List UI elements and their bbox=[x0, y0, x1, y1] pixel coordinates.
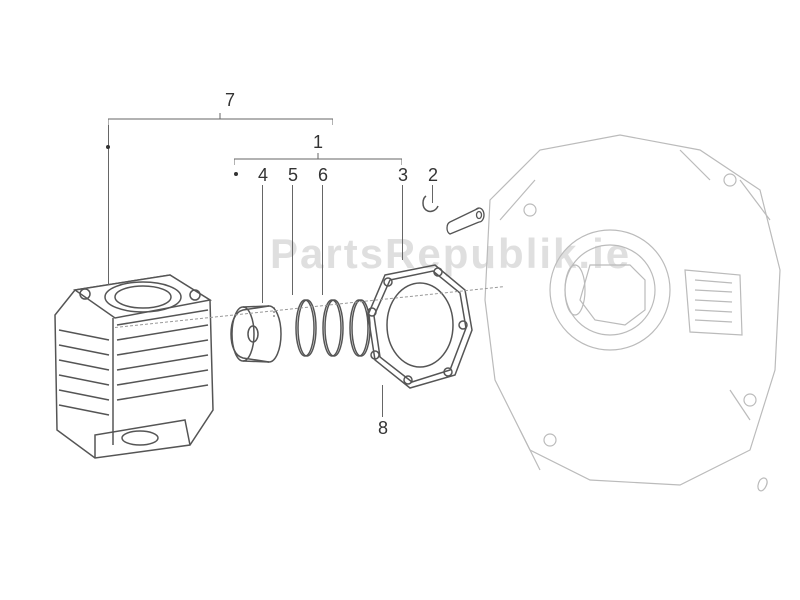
callout-7: 7 bbox=[225, 90, 235, 111]
diagram-container: PartsRepublik.ie bbox=[0, 0, 800, 600]
gasket bbox=[360, 260, 480, 400]
piston-ring-3 bbox=[347, 297, 375, 359]
dot-4 bbox=[234, 172, 238, 176]
leader-4 bbox=[262, 185, 263, 303]
circlip bbox=[420, 192, 442, 214]
callout-8: 8 bbox=[378, 418, 388, 439]
piston-ring-2 bbox=[320, 297, 348, 359]
cylinder-body bbox=[45, 270, 220, 465]
leader-6 bbox=[322, 185, 323, 295]
callout-4: 4 bbox=[258, 165, 268, 186]
callout-3: 3 bbox=[398, 165, 408, 186]
callout-2: 2 bbox=[428, 165, 438, 186]
leader-2 bbox=[432, 185, 433, 203]
callout-5: 5 bbox=[288, 165, 298, 186]
callout-1: 1 bbox=[313, 132, 323, 153]
crankcase-ghost bbox=[480, 120, 790, 500]
leader-5 bbox=[292, 185, 293, 295]
wrist-pin bbox=[438, 205, 488, 237]
leader-8 bbox=[382, 385, 383, 417]
callout-6: 6 bbox=[318, 165, 328, 186]
bracket-1 bbox=[234, 153, 402, 165]
dot-7 bbox=[106, 145, 110, 149]
leader-7-left bbox=[108, 125, 109, 285]
leader-3 bbox=[402, 185, 403, 260]
bracket-7 bbox=[108, 113, 333, 125]
